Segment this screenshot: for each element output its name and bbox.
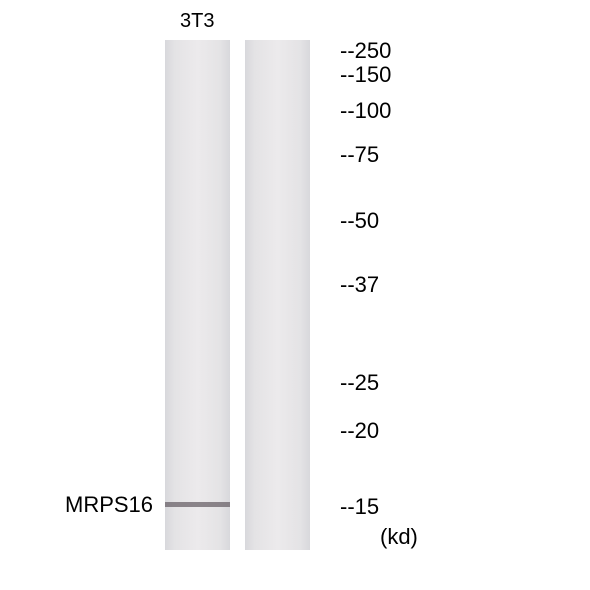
marker-tick-50: --50 (340, 208, 379, 234)
unit-label: (kd) (380, 524, 418, 550)
lane-header-label: 3T3 (180, 10, 214, 33)
marker-tick-100: --100 (340, 98, 391, 124)
marker-tick-25: --25 (340, 370, 379, 396)
marker-tick-37: --37 (340, 272, 379, 298)
band-label-mrps16: MRPS16 (65, 492, 153, 518)
marker-tick-150: --150 (340, 62, 391, 88)
marker-lane (245, 40, 310, 550)
marker-tick-20: --20 (340, 418, 379, 444)
marker-tick-250: --250 (340, 38, 391, 64)
marker-tick-75: --75 (340, 142, 379, 168)
sample-lane (165, 40, 230, 550)
western-blot-container: 3T3 MRPS16 --250--150 --100 --75 --50 --37 --… (0, 0, 590, 590)
band-mrps16 (165, 502, 230, 507)
marker-tick-15: --15 (340, 494, 379, 520)
